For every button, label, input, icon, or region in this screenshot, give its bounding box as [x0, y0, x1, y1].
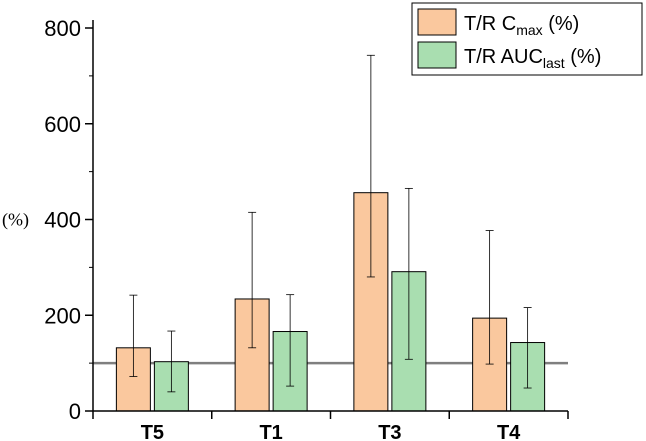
y-tick-label: 0 [69, 399, 81, 424]
legend-entry-series-2: T/R AUClast (%) [464, 46, 601, 71]
error-bar-t5-series-1 [129, 294, 138, 377]
y-axis-label: (%) [2, 210, 29, 231]
legend-entry-series-1: T/R Cmax (%) [464, 13, 579, 38]
y-tick-label: 200 [44, 303, 81, 328]
x-tick-label-t1: T1 [259, 422, 282, 441]
legend-swatch-series-2 [417, 41, 457, 69]
error-bar-t1-series-2 [286, 294, 295, 387]
x-tick-label-t4: T4 [497, 422, 521, 441]
chart-marks [93, 54, 568, 412]
error-bar-t1-series-1 [248, 211, 257, 349]
x-tick-label-t5: T5 [141, 422, 164, 441]
x-tick-label-t3: T3 [378, 422, 401, 441]
error-bar-t4-series-2 [523, 307, 532, 389]
legend-swatch-series-1 [417, 8, 457, 36]
error-bar-t5-series-2 [167, 330, 176, 393]
y-tick-label: 400 [44, 208, 81, 233]
legend: T/R Cmax (%) T/R AUClast (%) [411, 2, 643, 76]
chart-axes: 0 200 400 600 800 T5 T1 T3 T4 [44, 16, 569, 441]
y-tick-label: 800 [44, 16, 81, 41]
error-bar-t3-series-1 [366, 54, 375, 278]
y-tick-label: 600 [44, 112, 81, 137]
error-bar-t4-series-1 [485, 230, 494, 365]
error-bar-t3-series-2 [404, 187, 413, 360]
